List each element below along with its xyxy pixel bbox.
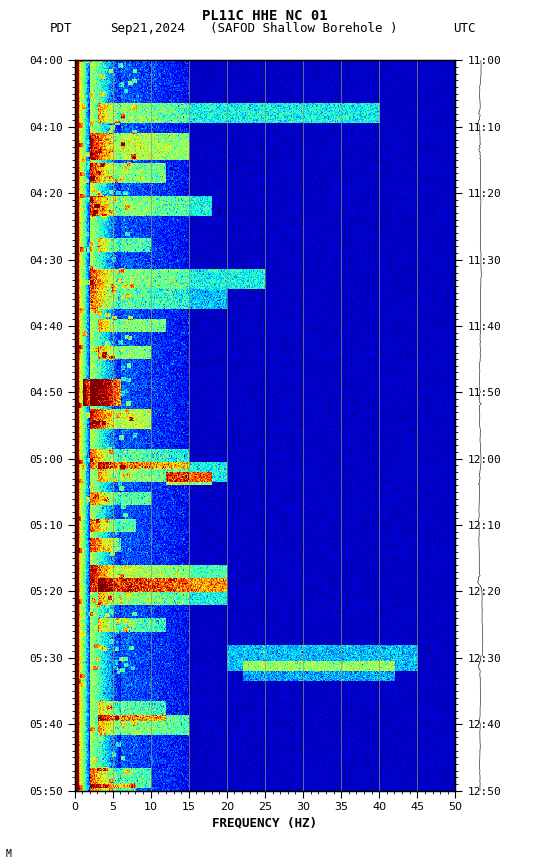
Text: PL11C HHE NC 01: PL11C HHE NC 01	[202, 9, 328, 22]
X-axis label: FREQUENCY (HZ): FREQUENCY (HZ)	[213, 816, 317, 829]
Text: UTC: UTC	[453, 22, 475, 35]
Text: PDT: PDT	[50, 22, 72, 35]
Text: (SAFOD Shallow Borehole ): (SAFOD Shallow Borehole )	[210, 22, 397, 35]
Text: Sep21,2024: Sep21,2024	[110, 22, 185, 35]
Text: M: M	[6, 849, 12, 859]
